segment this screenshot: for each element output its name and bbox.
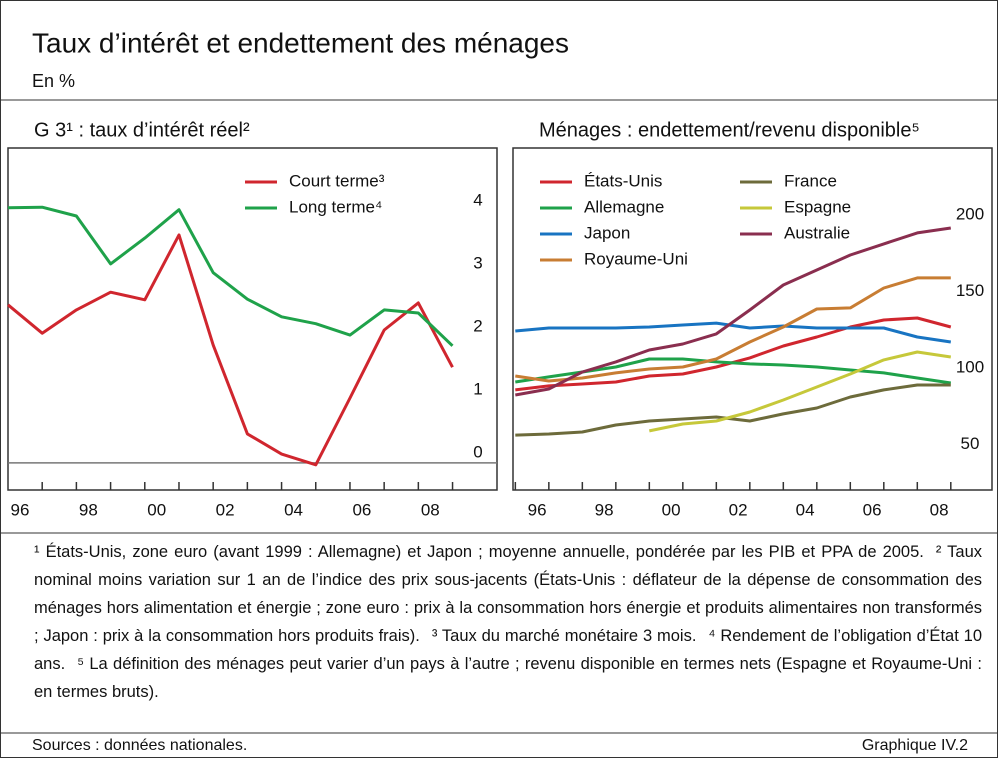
panel-title: G 3¹ : taux d’intérêt réel² xyxy=(34,119,250,141)
x-tick-label: 98 xyxy=(79,500,98,519)
legend-label: Royaume-Uni xyxy=(584,249,688,268)
series-line xyxy=(515,383,951,437)
y-tick-label: 50 xyxy=(961,434,980,453)
series-line xyxy=(648,350,952,433)
x-tick-label: 06 xyxy=(863,500,882,519)
panel-title: Ménages : endettement/revenu disponible⁵ xyxy=(539,119,920,141)
legend-label: États-Unis xyxy=(584,171,662,190)
y-tick-label: 3 xyxy=(473,253,482,272)
legend-label: France xyxy=(784,171,837,190)
x-tick-label: 02 xyxy=(729,500,748,519)
series-line xyxy=(515,276,951,383)
series-line xyxy=(515,226,952,397)
y-tick-label: 100 xyxy=(956,357,984,376)
x-tick-label: 06 xyxy=(352,500,371,519)
x-tick-label: 08 xyxy=(421,500,440,519)
plot-frame xyxy=(7,147,498,491)
title: Taux d’intérêt et endettement des ménage… xyxy=(32,27,569,58)
x-tick-label: 96 xyxy=(11,500,30,519)
x-tick-label: 00 xyxy=(147,500,166,519)
subtitle: En % xyxy=(32,71,75,91)
x-tick-label: 96 xyxy=(528,500,547,519)
y-tick-label: 0 xyxy=(473,442,482,461)
footnote: ⁵ La définition des ménages peut varier … xyxy=(34,655,982,701)
x-tick-label: 98 xyxy=(595,500,614,519)
footnote: ¹ États-Unis, zone euro (avant 1999 : Al… xyxy=(34,543,924,561)
plot-frame xyxy=(512,147,993,491)
legend-label: Japon xyxy=(584,223,630,242)
series-line xyxy=(515,321,952,344)
legend-label: Espagne xyxy=(784,197,851,216)
legend-label: Court terme³ xyxy=(289,171,385,190)
legend-label: Australie xyxy=(784,223,850,242)
footnote: ⁴ Rendement de l’obligation d’État 10 an… xyxy=(34,627,982,673)
legend-label: Allemagne xyxy=(584,197,664,216)
x-tick-label: 02 xyxy=(216,500,235,519)
series-line xyxy=(7,233,454,467)
figure-number: Graphique IV.2 xyxy=(862,737,968,754)
y-tick-label: 4 xyxy=(473,190,482,209)
y-tick-label: 200 xyxy=(956,204,984,223)
x-tick-label: 04 xyxy=(284,500,303,519)
series-line xyxy=(7,205,454,347)
y-tick-label: 2 xyxy=(473,316,482,335)
y-tick-label: 150 xyxy=(956,281,984,300)
footnote: ² Taux nominal moins variation sur 1 an … xyxy=(34,543,982,645)
footnote: ³ Taux du marché monétaire 3 mois. xyxy=(431,627,697,645)
sources: Sources : données nationales. xyxy=(32,737,247,754)
legend-label: Long terme⁴ xyxy=(289,197,382,216)
x-tick-label: 00 xyxy=(662,500,681,519)
x-tick-label: 08 xyxy=(930,500,949,519)
y-tick-label: 1 xyxy=(473,379,482,398)
x-tick-label: 04 xyxy=(796,500,815,519)
footnotes: ¹ États-Unis, zone euro (avant 1999 : Al… xyxy=(34,538,982,706)
